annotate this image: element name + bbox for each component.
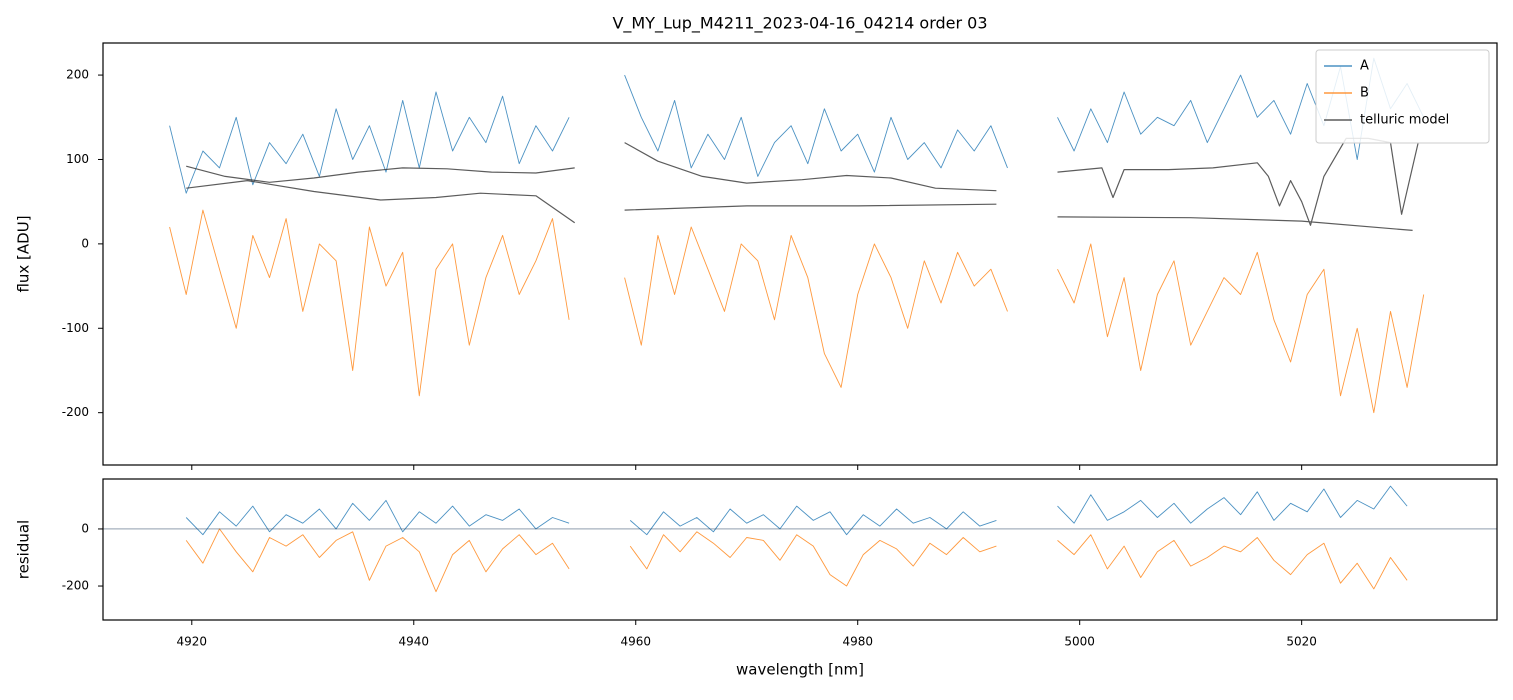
- series-line: [185, 485, 1408, 536]
- series-line: [186, 137, 1419, 231]
- legend-label: telluric model: [1360, 113, 1449, 128]
- x-tick-label: 5020: [1286, 635, 1317, 649]
- axes-frame: [102, 478, 1498, 621]
- y-tick-label: -100: [62, 321, 89, 335]
- y-tick-label: -200: [62, 579, 89, 593]
- y-tick-label: -200: [62, 405, 89, 419]
- series-line: [185, 528, 1408, 593]
- x-tick-label: 4920: [177, 635, 208, 649]
- y-tick-label: 200: [66, 68, 89, 82]
- x-axis-label: wavelength [nm]: [736, 661, 864, 679]
- y-tick-label: 0: [81, 521, 89, 535]
- chart-title: V_MY_Lup_M4211_2023-04-16_04214 order 03: [612, 14, 987, 34]
- legend-label: A: [1360, 59, 1369, 74]
- y-tick-label: 100: [66, 152, 89, 166]
- x-tick-label: 4940: [398, 635, 429, 649]
- legend-label: B: [1360, 86, 1369, 101]
- x-tick-label: 4980: [842, 635, 873, 649]
- y-axis-label: flux [ADU]: [15, 215, 33, 292]
- y-axis-label: residual: [15, 520, 33, 579]
- x-tick-label: 5000: [1064, 635, 1095, 649]
- x-tick-label: 4960: [620, 635, 651, 649]
- legend-box: [1315, 49, 1490, 144]
- axes-frame: [102, 42, 1498, 466]
- y-tick-label: 0: [81, 236, 89, 250]
- series-line: [169, 209, 1425, 414]
- plot-area: [169, 57, 1425, 414]
- plot-area: [185, 485, 1408, 593]
